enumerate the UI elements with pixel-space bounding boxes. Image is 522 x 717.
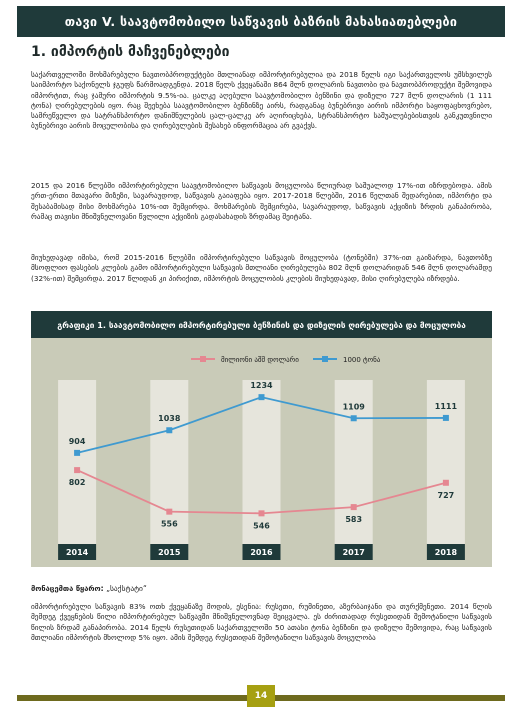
data-point	[258, 510, 265, 517]
chapter-header: თავი V. საავტომობილო საწვავის ბაზრის მახ…	[17, 6, 505, 37]
data-point	[258, 394, 265, 401]
column-bar	[242, 380, 281, 544]
column-bar	[334, 380, 373, 544]
legend-marker	[322, 356, 328, 362]
x-tick-label: 2015	[158, 548, 181, 557]
data-point	[442, 414, 449, 421]
paragraph-2: 2015 და 2016 წლებში იმპორტირებული საავტო…	[31, 181, 492, 221]
year-label-bg	[334, 544, 373, 560]
column-bar	[58, 380, 97, 544]
section-title: 1. იმპორტის მაჩვენებლები	[31, 44, 230, 60]
data-label: 556	[161, 520, 178, 529]
column-bar	[426, 380, 465, 544]
data-label: 1234	[250, 381, 273, 390]
paragraph-1: საქართველოში მოხმარებული ნავთობპროდუქტებ…	[31, 70, 492, 131]
chart-figure: გრაფიკი 1. საავტომობილო იმპორტირებული ბე…	[31, 311, 492, 567]
data-label: 1109	[343, 402, 366, 411]
legend-label: 1000 ტონა	[343, 356, 381, 364]
data-label: 1111	[435, 402, 458, 411]
data-point	[166, 427, 173, 434]
data-label: 802	[69, 478, 86, 487]
chapter-title: თავი V. საავტომობილო საწვავის ბაზრის მახ…	[64, 14, 458, 29]
data-point	[166, 508, 173, 515]
data-label: 1038	[158, 414, 181, 423]
source-label: მონაცემთა წყარო:	[31, 584, 104, 593]
year-label-bg	[426, 544, 465, 560]
data-point	[350, 415, 357, 422]
chart-title: გრაფიკი 1. საავტომობილო იმპორტირებული ბე…	[31, 311, 492, 338]
data-point	[74, 467, 81, 474]
legend-marker	[200, 356, 206, 362]
column-bar	[150, 380, 189, 544]
data-point	[350, 504, 357, 511]
source-value: „საქსტატი“	[106, 584, 147, 593]
year-label-bg	[242, 544, 281, 560]
page-number: 14	[247, 685, 275, 707]
source-note: მონაცემთა წყარო: „საქსტატი“	[31, 584, 147, 593]
year-label-bg	[58, 544, 97, 560]
chart-plot: მილიონი აშშ დოლარი 1000 ტონა 802 556 546 583 7…	[58, 355, 465, 560]
data-label: 583	[345, 515, 362, 524]
x-tick-label: 2018	[435, 548, 458, 557]
data-label: 546	[253, 521, 270, 530]
legend-label: მილიონი აშშ დოლარი	[221, 355, 299, 364]
data-point	[442, 479, 449, 486]
x-tick-label: 2016	[250, 548, 273, 557]
year-label-bg	[150, 544, 189, 560]
data-label: 727	[438, 491, 455, 500]
x-tick-label: 2017	[343, 548, 365, 557]
data-point	[74, 449, 81, 456]
paragraph-3: მიუხედავად იმისა, რომ 2015-2016 წლებში ი…	[31, 253, 492, 283]
x-tick-label: 2014	[66, 548, 89, 557]
data-label: 904	[69, 437, 86, 446]
paragraph-4: იმპორტირებული საწვავის 83% ოთხ ქვეყანაზე…	[31, 602, 492, 642]
